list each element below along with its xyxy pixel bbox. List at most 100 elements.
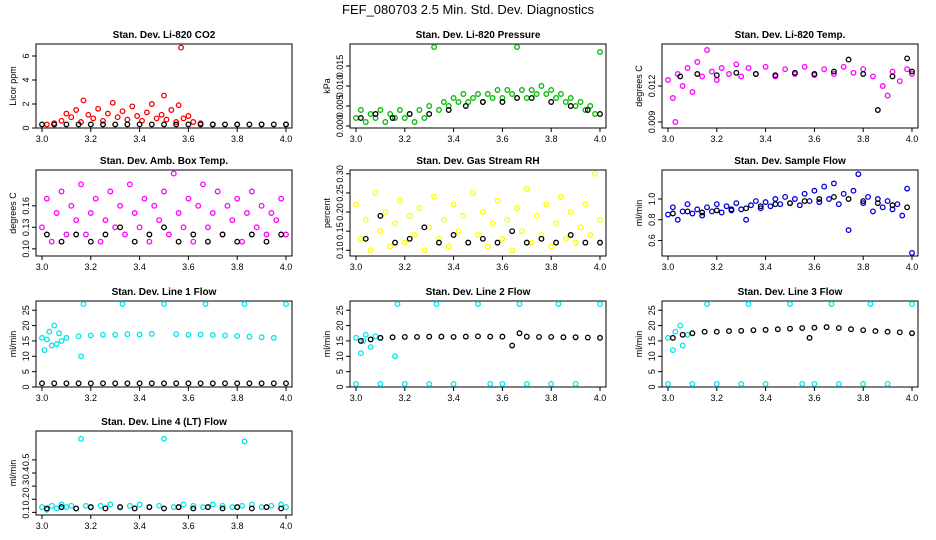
y-tick-label: 0 xyxy=(647,384,657,389)
y-tick-label: 10 xyxy=(647,351,657,361)
data-point xyxy=(909,249,915,256)
data-point xyxy=(180,224,187,231)
data-point xyxy=(362,235,369,242)
data-point xyxy=(528,87,535,93)
data-point xyxy=(811,380,818,387)
data-point xyxy=(694,71,701,77)
data-point xyxy=(470,95,477,101)
data-point xyxy=(674,216,681,223)
data-point xyxy=(78,181,84,188)
data-point xyxy=(41,347,48,354)
data-point xyxy=(528,239,535,246)
data-point xyxy=(669,95,676,101)
data-point xyxy=(436,239,442,246)
data-point xyxy=(672,119,679,125)
x-tick-label: 4.0 xyxy=(594,134,607,144)
data-point xyxy=(845,196,852,202)
data-point xyxy=(234,195,241,202)
data-point xyxy=(377,107,384,113)
data-point xyxy=(597,301,603,308)
data-point xyxy=(58,337,65,344)
data-point xyxy=(209,380,216,387)
data-point xyxy=(401,115,408,121)
x-tick-label: 3.0 xyxy=(36,262,49,272)
chart-title: Stan. Dev. Line 4 (LT) Flow xyxy=(101,417,227,428)
data-point xyxy=(870,73,876,80)
chart-panel-5: Stan. Dev. Gas Stream RH 3.0 3.2 3.4 3.6 3.8 4… xyxy=(322,156,607,272)
data-point xyxy=(75,333,82,340)
data-point xyxy=(283,380,289,387)
y-tick-label: 0.15 xyxy=(335,222,345,240)
y-tick-label: 0.015 xyxy=(335,55,345,78)
data-point xyxy=(389,115,396,121)
data-point xyxy=(536,333,542,340)
data-point xyxy=(445,107,452,113)
y-tick-label: 0 xyxy=(335,384,345,389)
data-point xyxy=(273,217,280,224)
data-point xyxy=(92,195,99,202)
data-point xyxy=(39,334,45,341)
series-1 xyxy=(665,47,915,125)
y-tick-label: 0.10 xyxy=(21,240,31,258)
data-point xyxy=(582,107,589,113)
data-point xyxy=(258,202,265,209)
data-point xyxy=(704,204,710,211)
data-point xyxy=(787,301,793,307)
data-point xyxy=(699,73,706,80)
data-point xyxy=(136,501,143,508)
data-point xyxy=(229,504,236,511)
data-point xyxy=(704,47,710,53)
data-point xyxy=(148,101,155,107)
chart-panel-6: Stan. Dev. Sample Flow 3.0 3.2 3.4 3.6 3.8 4.0… xyxy=(634,156,919,272)
x-tick-label: 3.0 xyxy=(350,134,363,144)
x-tick-label: 3.6 xyxy=(808,134,821,144)
y-tick-label: 0.3 xyxy=(21,480,31,493)
data-point xyxy=(68,114,75,121)
data-point xyxy=(353,115,359,121)
data-point xyxy=(896,329,903,336)
x-tick-label: 3.0 xyxy=(662,262,675,272)
data-point xyxy=(246,121,253,128)
data-point xyxy=(278,505,285,512)
x-tick-label: 4.0 xyxy=(280,521,293,531)
data-point xyxy=(475,232,481,238)
data-point xyxy=(372,333,379,340)
data-point xyxy=(738,206,745,213)
data-point xyxy=(73,217,80,224)
data-point xyxy=(558,91,564,97)
data-point xyxy=(597,334,603,341)
data-point xyxy=(362,331,369,338)
data-point xyxy=(100,380,106,387)
x-tick-label: 3.2 xyxy=(711,262,724,272)
data-point xyxy=(518,87,525,93)
data-point xyxy=(73,505,80,512)
data-point xyxy=(180,501,187,508)
data-point xyxy=(708,68,715,75)
data-point xyxy=(426,333,433,340)
data-point xyxy=(665,334,671,341)
data-point xyxy=(248,505,255,512)
data-point xyxy=(436,107,442,113)
data-point xyxy=(146,238,153,245)
data-point xyxy=(455,228,462,235)
data-point xyxy=(909,68,915,75)
y-tick-label: 0.012 xyxy=(647,75,657,98)
data-point xyxy=(767,203,774,210)
data-point xyxy=(161,224,167,231)
data-point xyxy=(43,505,50,512)
x-tick-label: 4.0 xyxy=(280,134,293,144)
data-point xyxy=(782,66,789,73)
data-point xyxy=(884,198,891,205)
data-point xyxy=(168,107,175,113)
data-point xyxy=(222,380,228,387)
data-point xyxy=(704,301,710,308)
y-tick-label: 5 xyxy=(21,369,31,374)
data-point xyxy=(752,198,759,205)
x-tick-label: 3.8 xyxy=(545,393,558,403)
data-point xyxy=(438,333,445,340)
y-tick-label: 10 xyxy=(21,351,31,361)
data-point xyxy=(406,111,413,117)
data-point xyxy=(762,63,769,70)
series-2 xyxy=(39,121,289,128)
data-point xyxy=(679,331,686,338)
